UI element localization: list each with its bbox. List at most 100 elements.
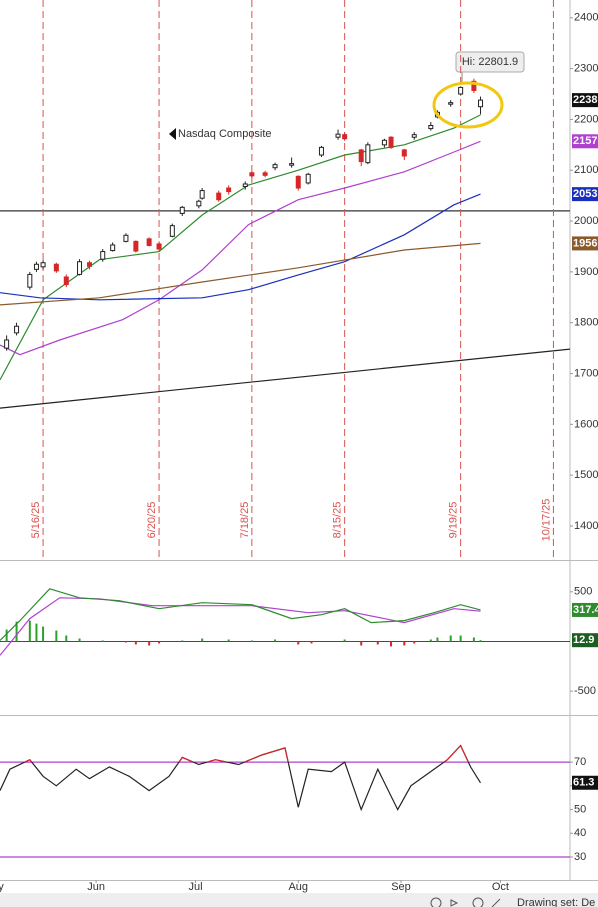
price-tag-label: 21570 [573, 135, 598, 147]
plot-area [0, 0, 570, 858]
y-tick-label: 23000 [574, 63, 598, 75]
price-tag-label: 12.9 [573, 634, 594, 646]
candle-body [295, 175, 301, 189]
histogram-bar [403, 641, 406, 646]
series-line [0, 242, 481, 306]
y-tick-label: 22000 [574, 113, 598, 125]
histogram-bar [201, 638, 204, 642]
y-tick-label: 19000 [574, 266, 598, 278]
candle-body [289, 163, 295, 166]
candle-body [249, 172, 255, 177]
event-label: 8/15/25 [332, 502, 344, 539]
candle-body [262, 172, 268, 176]
histogram-bar [148, 641, 151, 646]
y-tick-label: 17000 [574, 367, 598, 379]
candle-body [179, 206, 185, 214]
candle-body [428, 125, 434, 130]
histogram-bar [436, 637, 439, 642]
histogram-bar [390, 641, 393, 647]
price-tag-label: 19560 [573, 237, 598, 249]
histogram-bar [35, 623, 38, 642]
histogram-bar [5, 629, 8, 642]
histogram-bar [227, 639, 230, 642]
candle-body [226, 187, 232, 193]
candle-body [196, 200, 202, 207]
price-tag [572, 236, 598, 251]
histogram-bar [413, 641, 416, 644]
price-tag [572, 633, 598, 648]
y-tick-label: 30 [574, 851, 586, 863]
y-tick-label: -500 [574, 685, 596, 697]
candle-body [4, 339, 10, 349]
candle-body [33, 263, 39, 270]
candle-body [27, 273, 33, 288]
histogram-bar [449, 635, 452, 642]
toolbar-icons [430, 897, 501, 907]
event-label: 5/16/25 [30, 502, 42, 539]
candle-body [381, 139, 387, 146]
price-tag [572, 93, 598, 108]
histogram-bar [459, 635, 462, 642]
histogram-bar [274, 639, 277, 642]
y-tick-label: 16000 [574, 418, 598, 430]
price-tag-label: 22380 [573, 94, 598, 106]
histogram-bar [28, 620, 31, 642]
series-line [0, 140, 481, 356]
series-line [0, 348, 570, 409]
annotation-box [455, 51, 525, 73]
histogram-bar [101, 640, 104, 642]
price-tag [572, 602, 598, 617]
candle-body [53, 263, 59, 272]
candle-body [305, 173, 311, 184]
histogram-bar [429, 639, 432, 642]
candle-body [216, 192, 222, 201]
histogram-bar [479, 640, 482, 642]
histogram-bar [376, 641, 379, 645]
price-tag-label: 20530 [573, 188, 598, 200]
candle-body [40, 262, 46, 268]
y-tick-label: 50 [574, 803, 586, 815]
chart-title: Nasdaq Composite [178, 128, 272, 140]
event-label: 6/20/25 [146, 502, 158, 539]
candle-body [471, 80, 477, 91]
candle-body [401, 149, 407, 157]
toolbar-label: Drawing set: De [517, 897, 595, 907]
y-tick-label: 24000 [574, 12, 598, 24]
series-line [0, 597, 481, 656]
candle-body [86, 262, 92, 267]
candle-body [77, 261, 83, 275]
toolbar [0, 893, 598, 907]
y-tick-label: 15000 [574, 469, 598, 481]
panel [0, 588, 570, 656]
x-tick-label: Jun [87, 881, 105, 893]
annotation: Hi: 22801.9 [462, 56, 518, 68]
candle-body [335, 133, 341, 138]
histogram-bar [250, 640, 253, 642]
histogram-bar [65, 635, 68, 642]
candle-body [388, 136, 394, 148]
candle-body [169, 225, 175, 237]
y-tick-label: 20000 [574, 215, 598, 227]
histogram-bar [181, 640, 184, 642]
title-marker [169, 128, 176, 140]
histogram-bar [55, 630, 58, 642]
x-tick-label: Jul [188, 881, 202, 893]
candle-body [318, 146, 324, 156]
highlight-ellipse [432, 81, 504, 129]
price-tag-label: 61.3 [573, 777, 594, 789]
panel [0, 744, 570, 858]
candle-body [411, 134, 417, 138]
histogram-bar [78, 638, 81, 642]
histogram-bar [42, 626, 45, 642]
candle-body [242, 183, 248, 188]
candle-body [358, 149, 364, 163]
series-line-overbought [23, 744, 470, 763]
histogram-bar [472, 637, 475, 642]
candle-body [100, 251, 106, 260]
candle-body [365, 144, 371, 164]
x-tick-label: Sep [391, 881, 411, 893]
histogram-bar [297, 641, 300, 645]
